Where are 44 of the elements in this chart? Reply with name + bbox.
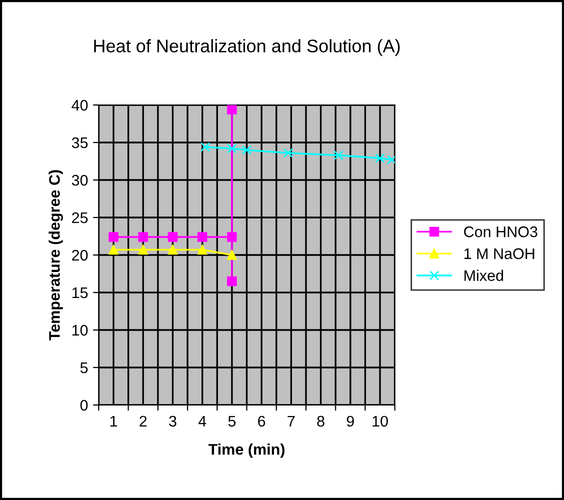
legend-label: Mixed [464, 270, 504, 281]
point [227, 232, 237, 242]
x-tick-label: 8 [317, 416, 324, 427]
point [197, 244, 208, 255]
point [283, 148, 294, 158]
point [138, 244, 148, 255]
point [375, 153, 385, 164]
point [227, 276, 237, 286]
point [227, 105, 237, 114]
y-tick-label: 15 [72, 288, 88, 298]
y-axis-title: Temperature (degree C) [48, 170, 63, 340]
point [168, 244, 178, 255]
y-tick-label: 35 [72, 137, 88, 148]
point [227, 144, 237, 154]
x-tick-label: 2 [140, 416, 147, 426]
point [197, 232, 208, 242]
legend-label: 1 M NaOH [464, 248, 534, 260]
chart-title: Heat of Neutralization and Solution (A) [94, 39, 400, 56]
point [108, 244, 118, 255]
point [334, 150, 344, 160]
y-tick-label: 0 [80, 400, 88, 411]
x-tick-label: 4 [198, 416, 206, 426]
y-tick-label: 10 [72, 324, 88, 336]
point [168, 232, 178, 242]
x-tick-label: 7 [288, 416, 295, 426]
point [200, 142, 210, 152]
point [227, 250, 237, 260]
y-tick-label: 5 [80, 362, 88, 374]
x-tick-label: 5 [228, 416, 236, 427]
point [108, 232, 118, 242]
x-tick-label: 3 [169, 416, 176, 427]
y-tick-label: 20 [72, 250, 88, 261]
x-tick-label: 9 [346, 416, 354, 427]
y-tick-label: 25 [72, 212, 88, 224]
point [242, 145, 252, 155]
x-tick-label: 10 [372, 416, 388, 427]
y-tick-label: 40 [72, 100, 88, 111]
x-tick-label: 1 [110, 416, 118, 426]
x-axis-title: Time (min) [208, 444, 284, 458]
point [386, 154, 395, 165]
legend-label: Con HNO3 [464, 226, 538, 238]
x-tick-label: 6 [258, 416, 266, 427]
point [138, 232, 148, 242]
y-tick-label: 30 [72, 174, 88, 186]
